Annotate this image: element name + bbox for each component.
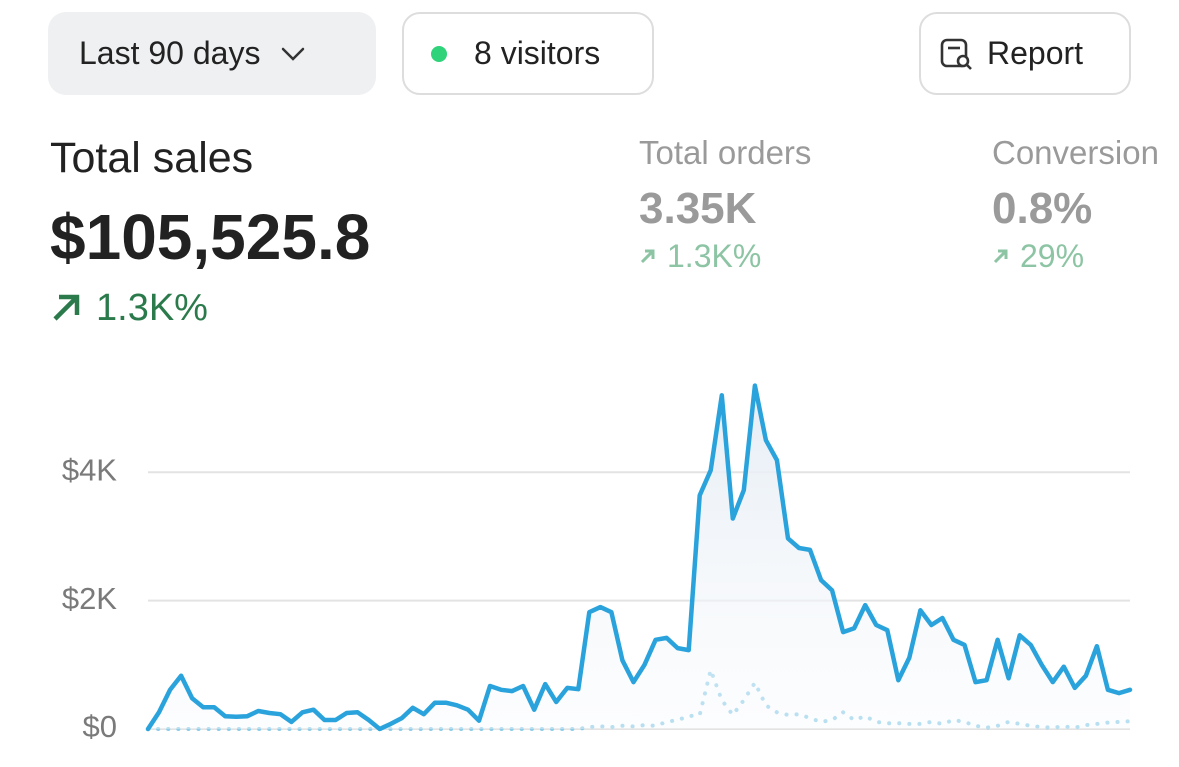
date-range-button[interactable]: Last 90 days <box>48 12 376 95</box>
metric-value: 3.35K <box>639 184 757 233</box>
report-button[interactable]: Report <box>919 12 1131 95</box>
metric-value: $105,525.8 <box>50 201 371 273</box>
line <box>145 383 1133 732</box>
metric-change: 1.3K% <box>96 287 208 329</box>
report-label: Report <box>987 35 1084 71</box>
up-arrow-icon <box>993 249 1008 264</box>
up-arrow-icon <box>640 249 655 264</box>
metric-change: 1.3K% <box>667 238 762 274</box>
up-arrow-icon <box>53 294 80 321</box>
metric-value: 0.8% <box>992 184 1093 233</box>
visitors-button[interactable]: 8 visitors <box>402 12 654 95</box>
date-range-label: Last 90 days <box>79 35 261 71</box>
visitors-label: 8 visitors <box>474 35 601 71</box>
y-tick-label: $4K <box>62 452 117 487</box>
y-tick-label: $0 <box>83 709 117 744</box>
live-dot <box>431 45 447 62</box>
chevron-icon <box>282 47 305 61</box>
area <box>148 385 1130 729</box>
y-tick-label: $2K <box>62 581 117 616</box>
metric-label: Total sales <box>50 134 254 182</box>
metric-change: 29% <box>1020 238 1085 274</box>
metric-label: Total orders <box>639 134 812 171</box>
report-icon <box>940 38 972 70</box>
metric-label: Conversion <box>992 134 1159 171</box>
